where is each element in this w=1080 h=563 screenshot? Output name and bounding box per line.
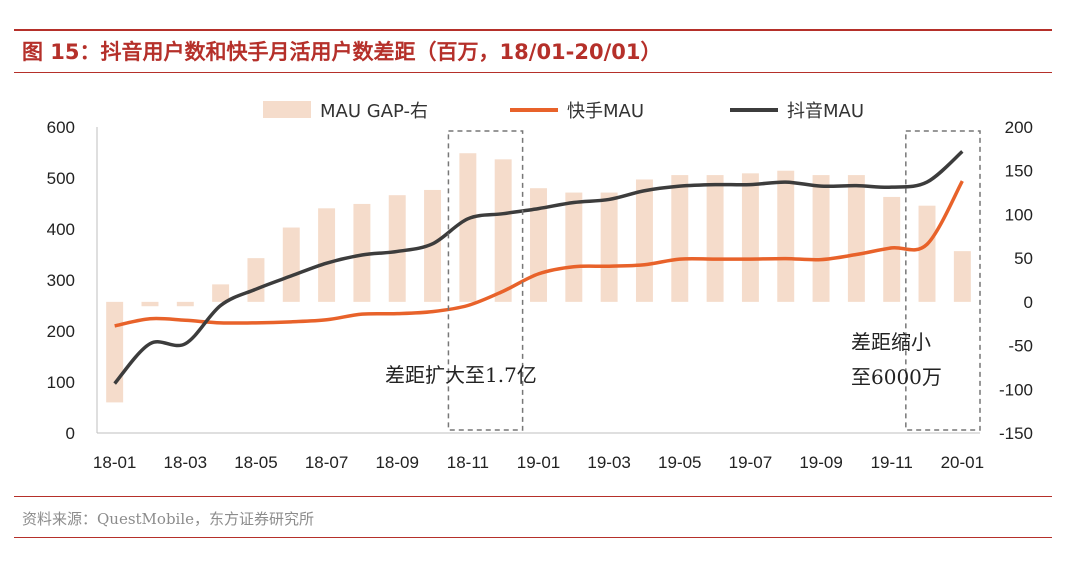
x-tick-label: 18-05	[234, 453, 277, 472]
y-right-tick-label: -100	[999, 380, 1033, 399]
x-tick-label: 18-03	[164, 453, 207, 472]
gap-bar	[600, 192, 618, 302]
highlight-box-gap-shrink	[905, 130, 981, 431]
gap-bar	[106, 301, 124, 403]
gap-bar	[706, 175, 724, 302]
y-right-tick-label: 150	[1005, 162, 1033, 181]
gap-bar	[530, 188, 547, 302]
gap-bar	[459, 153, 477, 302]
gap-bar	[282, 227, 300, 302]
figure-label: 图 15：	[22, 40, 101, 64]
legend-gap-label: MAU GAP-右	[320, 101, 428, 122]
gap-bar	[141, 301, 159, 307]
axes: 0 100 200 300 400 500 600 -150 -100 -50 0 50 100 150 2…	[47, 118, 1033, 472]
x-tick-label: 20-01	[941, 453, 984, 472]
gap-bar	[318, 208, 336, 302]
annotation-gap-expand: 差距扩大至1.7亿	[385, 363, 537, 387]
gap-bars	[106, 153, 971, 403]
annotation-gap-shrink-line1: 差距缩小	[851, 330, 931, 354]
douyin-mau-line	[113, 150, 964, 385]
legend-gap-swatch	[263, 101, 311, 118]
y-right-tick-label: 50	[1014, 249, 1033, 268]
gap-bar	[176, 301, 194, 307]
x-tick-label: 18-09	[375, 453, 418, 472]
y-left-tick-label: 600	[47, 118, 75, 137]
top-rule	[14, 29, 1052, 31]
gap-bar	[494, 159, 512, 302]
figure-title: 图 15：抖音用户数和快手月活用户数差距（百万，18/01-20/01）	[22, 36, 662, 66]
gap-bar	[635, 179, 653, 302]
y-left-tick-label: 500	[47, 169, 75, 188]
gap-bar	[918, 205, 936, 302]
gap-bar	[777, 170, 795, 302]
y-left-tick-label: 100	[47, 373, 75, 392]
title-underline	[14, 72, 1052, 73]
x-tick-label: 19-07	[729, 453, 772, 472]
x-tick-label: 19-11	[871, 453, 913, 472]
gap-bar	[247, 258, 265, 302]
highlight-box-gap-expand	[447, 130, 524, 431]
x-tick-label: 18-11	[447, 453, 489, 472]
x-tick-label: 19-03	[587, 453, 630, 472]
y-left-tick-label: 400	[47, 220, 75, 239]
gap-bar	[212, 284, 230, 302]
gap-bar	[671, 175, 689, 302]
gap-bar	[812, 175, 830, 302]
legend: MAU GAP-右 快手MAU 抖音MAU	[263, 101, 864, 122]
legend-kuaishou-label: 快手MAU	[567, 101, 644, 122]
y-right-tick-label: -50	[1008, 337, 1033, 356]
source-note: 资料来源：QuestMobile，东方证券研究所	[22, 510, 315, 528]
x-tick-label: 19-01	[517, 453, 560, 472]
legend-douyin-label: 抖音MAU	[787, 101, 864, 122]
y-left-tick-label: 0	[66, 424, 75, 443]
gap-bar	[388, 195, 406, 302]
y-left-tick-label: 200	[47, 322, 75, 341]
x-tick-label: 19-09	[799, 453, 842, 472]
y-right-tick-label: 100	[1005, 205, 1033, 224]
y-left-tick-label: 300	[47, 271, 75, 290]
y-right-tick-label: 200	[1005, 118, 1033, 137]
y-right-tick-label: -150	[999, 424, 1033, 443]
footer-rule-top	[14, 496, 1052, 497]
gap-bar	[953, 251, 971, 302]
gap-bar	[565, 192, 583, 302]
footer-rule-bottom	[14, 537, 1052, 538]
x-tick-label: 18-07	[305, 453, 348, 472]
y-right-tick-label: 0	[1024, 293, 1033, 312]
gap-bar	[424, 189, 442, 302]
gap-bar	[741, 173, 759, 302]
x-tick-label: 19-05	[658, 453, 701, 472]
annotation-gap-shrink-line2: 至6000万	[851, 365, 942, 389]
x-tick-label: 18-01	[93, 453, 136, 472]
figure-title-text: 抖音用户数和快手月活用户数差距（百万，18/01-20/01）	[100, 40, 662, 64]
gap-bar	[353, 203, 371, 302]
kuaishou-mau-line	[114, 180, 964, 328]
gap-bar	[847, 175, 865, 302]
series-lines	[113, 150, 964, 385]
